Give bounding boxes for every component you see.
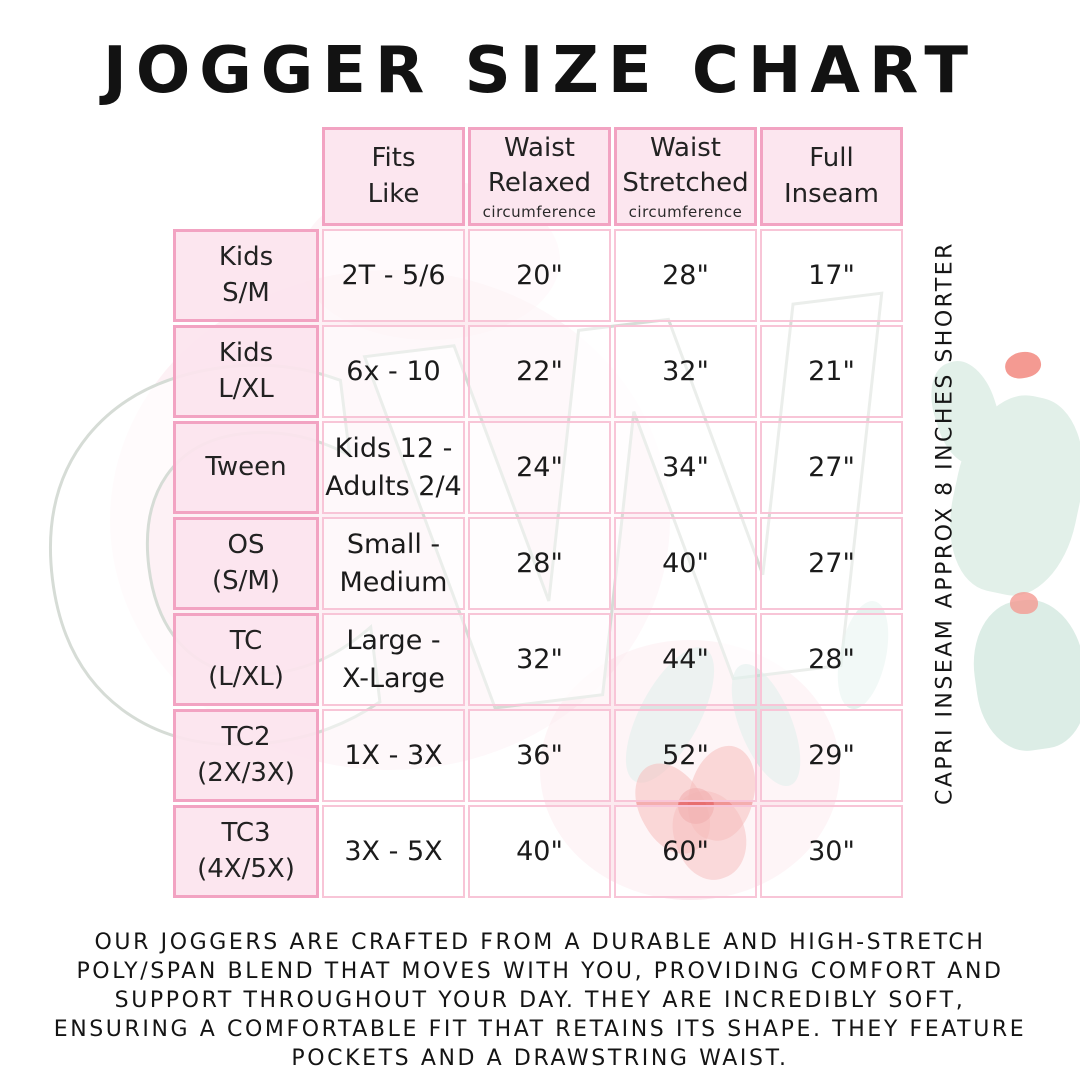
table-cell: 28" <box>468 517 611 610</box>
table-row: OS (S/M) Small - Medium 28" 40" 27" <box>173 517 903 610</box>
table-cell: 22" <box>468 325 611 418</box>
cactus-icon <box>965 593 1080 757</box>
table-cell: 21" <box>760 325 903 418</box>
table-row: TC3 (4X/5X) 3X - 5X 40" 60" 30" <box>173 805 903 898</box>
table-cell: 3X - 5X <box>322 805 465 898</box>
table-row: TC (L/XL) Large - X-Large 32" 44" 28" <box>173 613 903 706</box>
table-cell: 36" <box>468 709 611 802</box>
size-chart-table: Fits Like Waist Relaxed circumference Waist… <box>170 124 906 901</box>
description-line: ENSURING A COMFORTABLE FIT THAT RETAINS … <box>53 1017 1027 1042</box>
capri-inseam-note: CAPRI INSEAM APPROX 8 INCHES SHORTER <box>932 241 958 805</box>
row-label: TC2 (2X/3X) <box>173 709 319 802</box>
page-title: JOGGER SIZE CHART <box>103 34 977 108</box>
table-cell: Kids 12 - Adults 2/4 <box>322 421 465 514</box>
row-label: Kids S/M <box>173 229 319 322</box>
table-cell: 34" <box>614 421 757 514</box>
cactus-flower-icon <box>1010 592 1038 614</box>
table-cell: 1X - 3X <box>322 709 465 802</box>
table-cell: 32" <box>614 325 757 418</box>
description-line: OUR JOGGERS ARE CRAFTED FROM A DURABLE A… <box>94 930 986 955</box>
table-cell: 27" <box>760 421 903 514</box>
table-cell: Large - X-Large <box>322 613 465 706</box>
table-cell: 40" <box>614 517 757 610</box>
cactus-flower-icon <box>1003 349 1043 381</box>
column-header: Waist Stretched circumference <box>614 127 757 226</box>
description-line: SUPPORT THROUGHOUT YOUR DAY. THEY ARE IN… <box>114 988 966 1013</box>
column-header-subtext: circumference <box>628 202 743 221</box>
table-cell: 60" <box>614 805 757 898</box>
table-row: Kids L/XL 6x - 10 22" 32" 21" <box>173 325 903 418</box>
table-cell: 28" <box>614 229 757 322</box>
table-cell: 20" <box>468 229 611 322</box>
table-row: TC2 (2X/3X) 1X - 3X 36" 52" 29" <box>173 709 903 802</box>
row-label: OS (S/M) <box>173 517 319 610</box>
table-cell: 24" <box>468 421 611 514</box>
product-description: OUR JOGGERS ARE CRAFTED FROM A DURABLE A… <box>0 928 1080 1073</box>
table-cell: 28" <box>760 613 903 706</box>
table-cell: 32" <box>468 613 611 706</box>
table-cell: 29" <box>760 709 903 802</box>
table-cell: 2T - 5/6 <box>322 229 465 322</box>
table-header-row: Fits Like Waist Relaxed circumference Waist… <box>173 127 903 226</box>
column-header-subtext: circumference <box>482 202 597 221</box>
table-corner-cell <box>173 127 319 226</box>
row-label: TC3 (4X/5X) <box>173 805 319 898</box>
table-cell: Small - Medium <box>322 517 465 610</box>
table-cell: 6x - 10 <box>322 325 465 418</box>
row-label: Tween <box>173 421 319 514</box>
table-cell: 30" <box>760 805 903 898</box>
description-line: POCKETS AND A DRAWSTRING WAIST. <box>291 1046 789 1071</box>
table-cell: 52" <box>614 709 757 802</box>
row-label: Kids L/XL <box>173 325 319 418</box>
column-header: Waist Relaxed circumference <box>468 127 611 226</box>
row-label: TC (L/XL) <box>173 613 319 706</box>
description-line: POLY/SPAN BLEND THAT MOVES WITH YOU, PRO… <box>76 959 1004 984</box>
column-header: Full Inseam <box>760 127 903 226</box>
table-cell: 40" <box>468 805 611 898</box>
table-cell: 17" <box>760 229 903 322</box>
table-cell: 27" <box>760 517 903 610</box>
table-row: Kids S/M 2T - 5/6 20" 28" 17" <box>173 229 903 322</box>
column-header: Fits Like <box>322 127 465 226</box>
table-cell: 44" <box>614 613 757 706</box>
table-row: Tween Kids 12 - Adults 2/4 24" 34" 27" <box>173 421 903 514</box>
